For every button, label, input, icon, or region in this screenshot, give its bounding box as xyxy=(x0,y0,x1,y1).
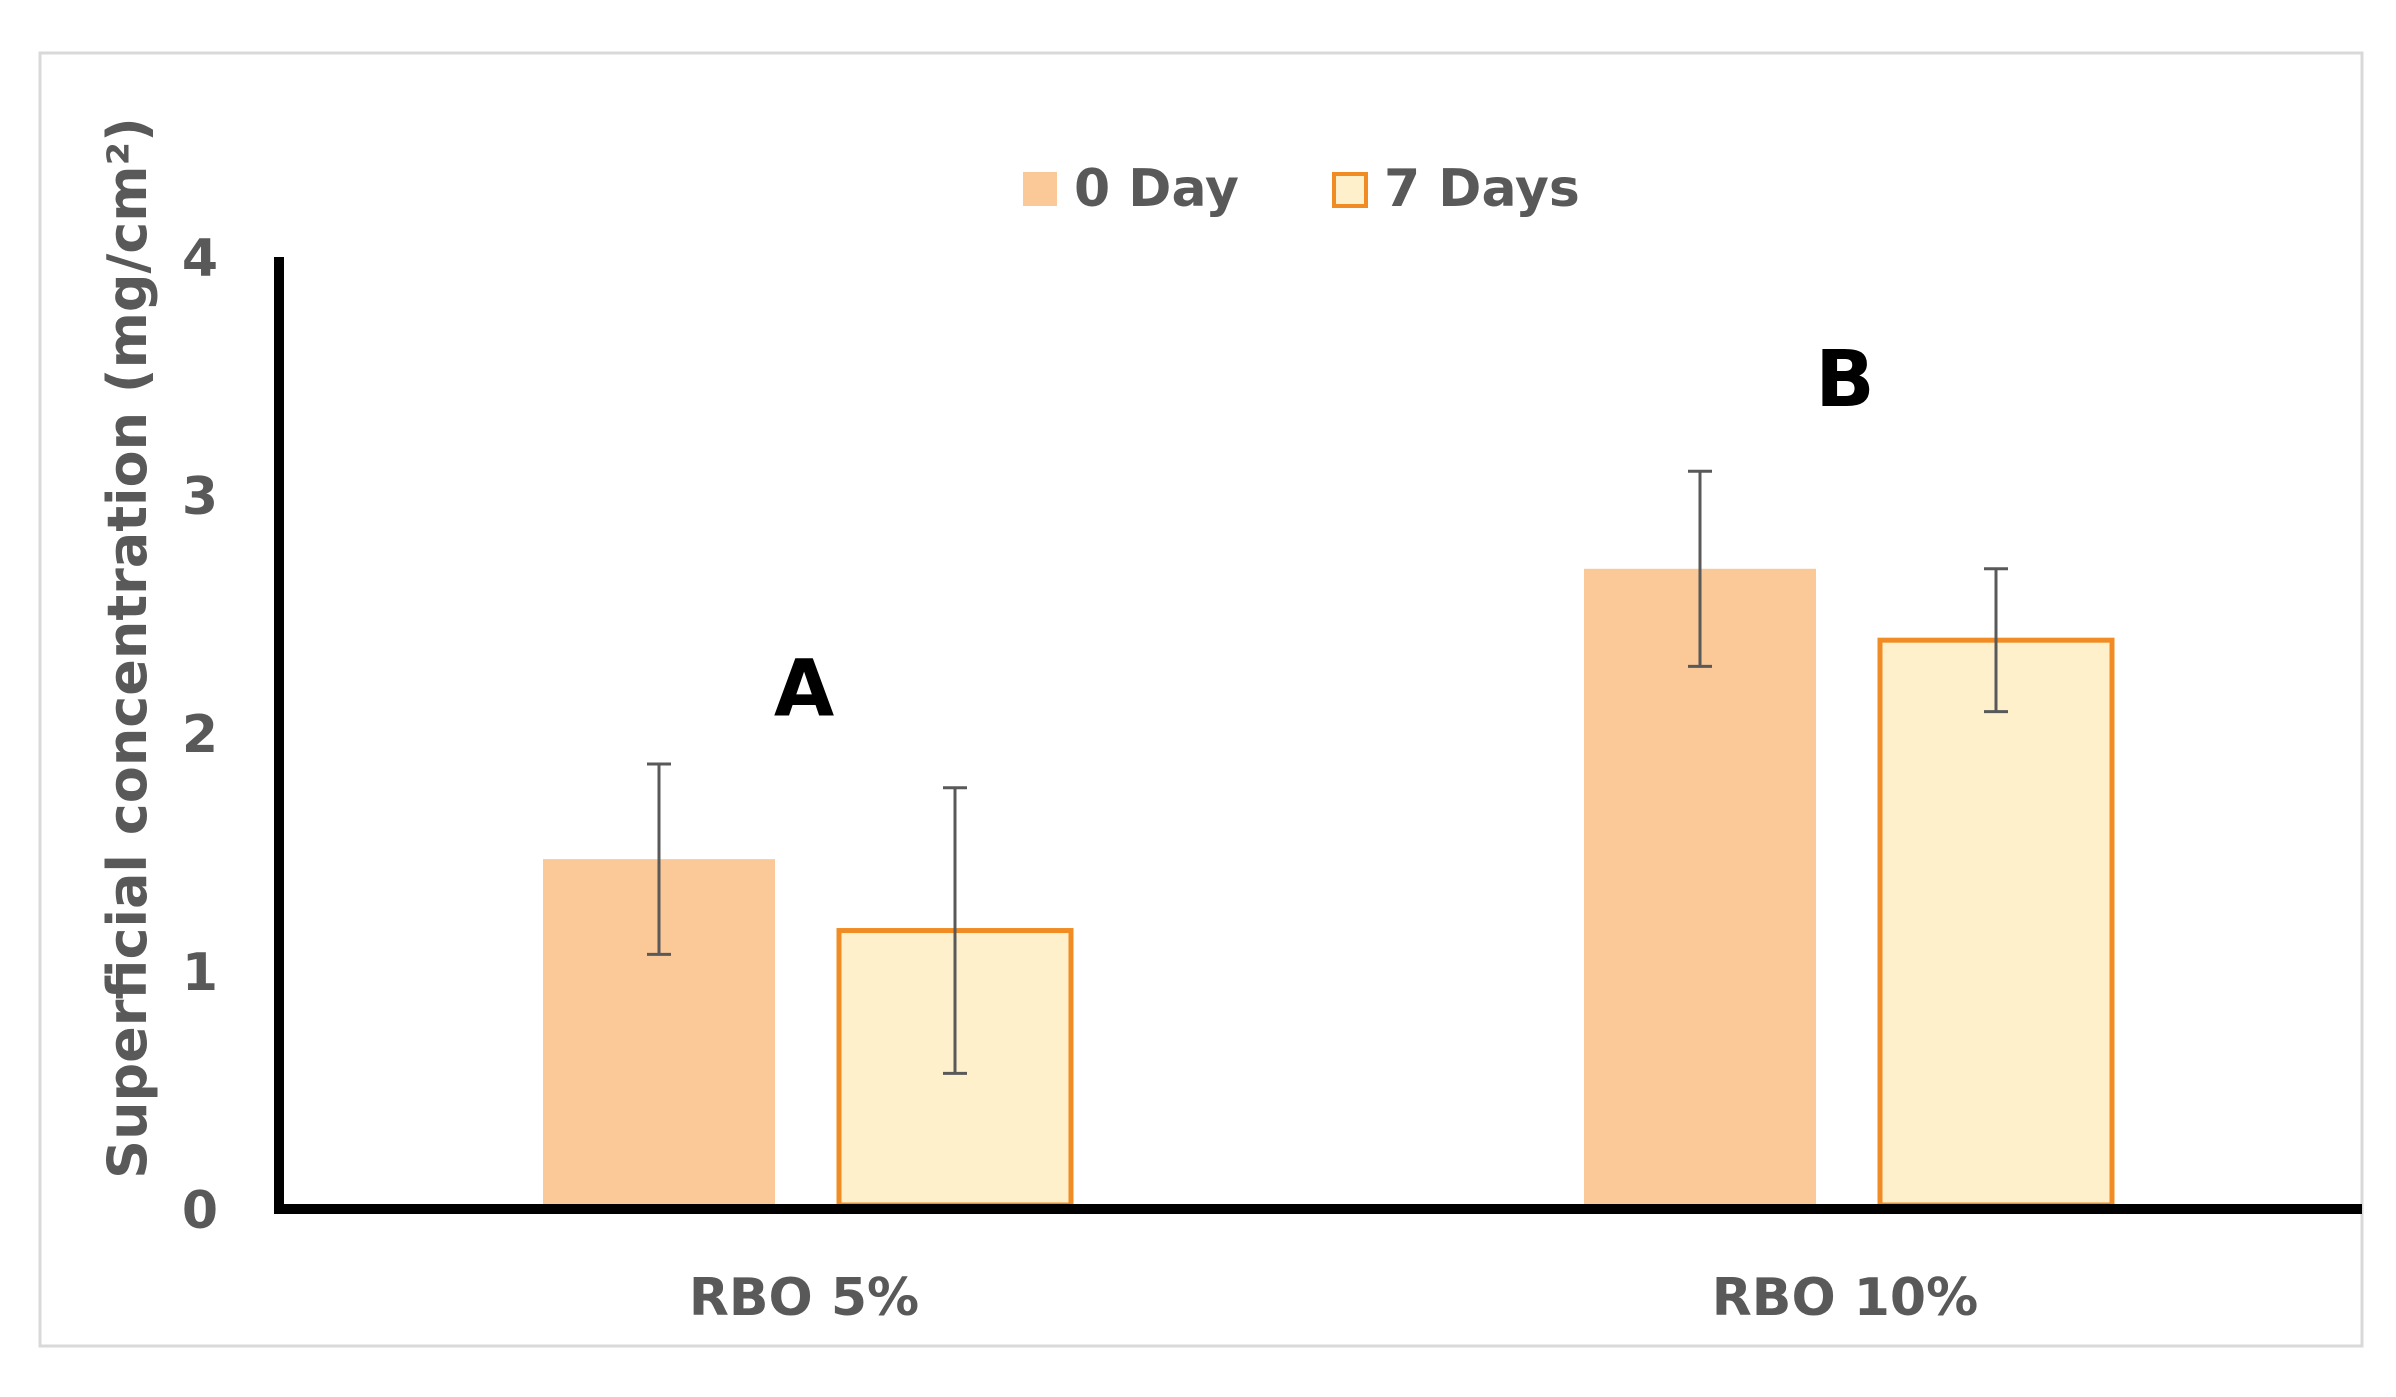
annotation-label: A xyxy=(774,644,834,734)
y-axis-title: Superficial concentration (mg/cm²) xyxy=(96,117,159,1179)
y-tick-label: 3 xyxy=(182,467,218,527)
y-tick-label: 0 xyxy=(182,1181,218,1241)
legend-label-7-days: 7 Days xyxy=(1384,159,1580,219)
legend: 0 Day 7 Days xyxy=(1023,159,1580,219)
y-tick-label: 1 xyxy=(182,943,218,1003)
x-tick-label: RBO 10% xyxy=(1712,1268,1978,1328)
error-bars xyxy=(647,469,2008,1075)
y-axis-title-group: Superficial concentration (mg/cm²) xyxy=(96,117,159,1179)
x-tick-label: RBO 5% xyxy=(689,1268,919,1328)
bar-7-days-rbo-10 xyxy=(1877,637,2115,1208)
legend-swatch-0-day xyxy=(1023,172,1057,206)
annotation-label: B xyxy=(1815,335,1874,425)
x-tick-labels: RBO 5% RBO 10% xyxy=(689,1268,1978,1328)
y-tick-label: 2 xyxy=(182,705,218,765)
y-tick-labels: 0 1 2 3 4 xyxy=(182,229,218,1241)
y-tick-label: 4 xyxy=(182,229,218,289)
legend-label-0-day: 0 Day xyxy=(1074,159,1239,219)
bar-0-day-rbo-10 xyxy=(1584,568,1816,1205)
annotations: AB xyxy=(774,335,1875,734)
bars xyxy=(543,568,2115,1208)
legend-swatch-7-days xyxy=(1332,172,1368,208)
